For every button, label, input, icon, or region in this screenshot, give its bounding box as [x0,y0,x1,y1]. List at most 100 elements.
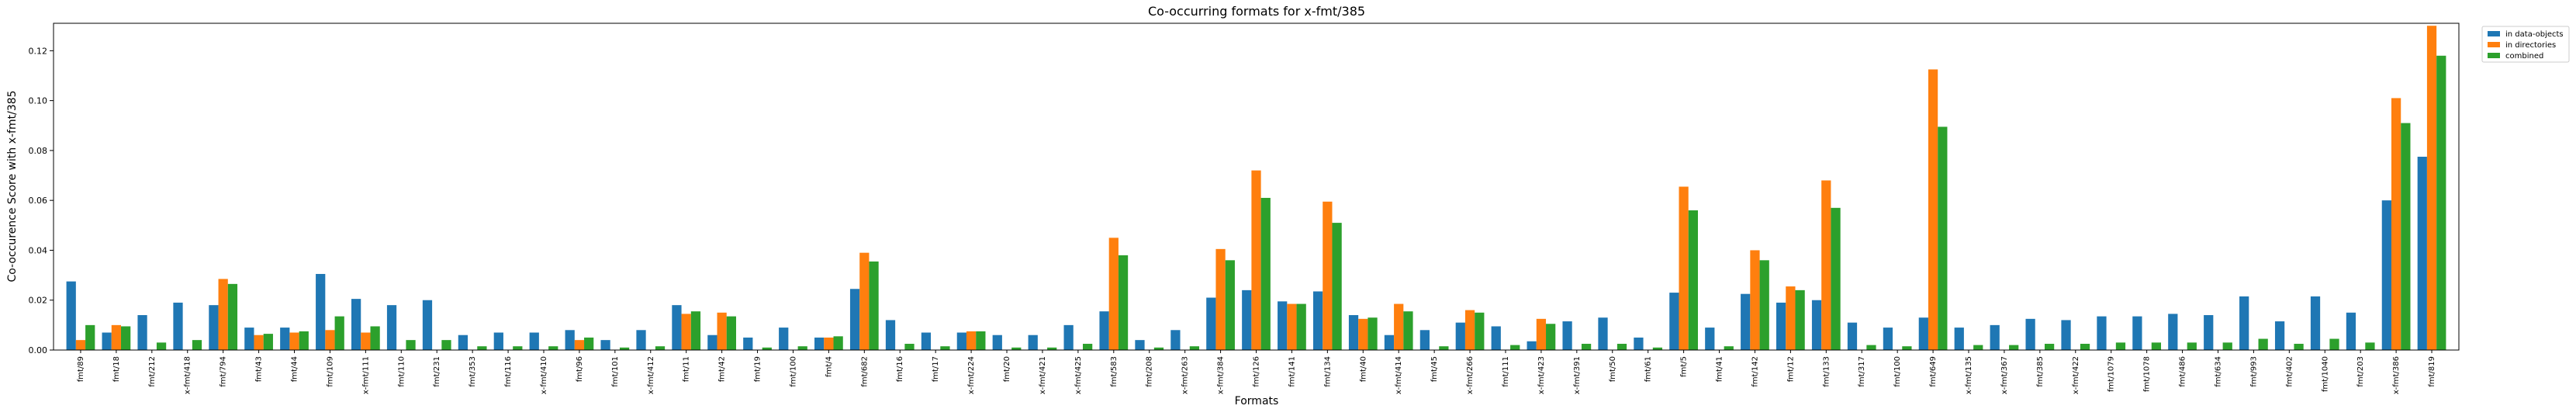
bar-fmt/819-in data-objects [2417,156,2427,350]
bar-fmt/5-in data-objects [1669,293,1679,350]
x-tick-label: fmt/101 [611,356,620,387]
legend-swatch [2488,53,2500,58]
x-tick-label: fmt/5 [1680,356,1689,377]
bar-x-fmt/391-combined [1581,343,1592,350]
x-tick-label: x-fmt/422 [2072,356,2080,394]
x-tick-label: fmt/142 [1751,356,1760,387]
bar-fmt/19-combined [762,347,772,350]
bar-fmt/819-in directories [2426,26,2437,351]
bar-fmt/649-in directories [1928,69,1938,350]
bar-fmt/682-combined [869,261,879,350]
y-tick-label: 0.12 [29,46,48,56]
x-tick-label: fmt/109 [326,356,334,387]
bar-fmt/208-combined [1153,347,1164,350]
x-tick-label: fmt/41 [1716,356,1724,382]
bar-fmt/18-combined [121,326,131,350]
bar-fmt/12-in directories [1786,286,1796,350]
bar-fmt/12-combined [1795,289,1805,350]
bar-x-fmt/414-combined [1403,311,1413,350]
bar-x-fmt/111-combined [370,326,380,350]
x-tick-label: fmt/141 [1288,356,1296,387]
y-axis: 0.00 0.02 0.04 0.06 0.08 0.10 0.12 [29,46,54,355]
x-tick-label: fmt/96 [576,356,584,382]
bar-fmt/649-in data-objects [1918,317,1928,350]
bar-fmt/583-combined [1118,255,1129,350]
x-tick-label: x-fmt/224 [967,356,976,394]
y-tick-label: 0.02 [29,296,48,306]
bar-x-fmt/384-combined [1225,260,1235,350]
bar-fmt/89-combined [85,324,95,350]
bar-fmt/100-in data-objects [1883,328,1893,350]
bar-fmt/61-combined [1652,347,1663,350]
bar-fmt/208-in data-objects [1135,340,1145,350]
bar-fmt/1079-in data-objects [2097,316,2107,350]
bar-fmt/819-combined [2436,55,2446,350]
x-tick-label: fmt/42 [718,356,727,382]
legend: in data-objects in directories combined [2481,26,2570,63]
x-tick-label: fmt/583 [1110,356,1119,387]
bar-fmt/96-in data-objects [565,330,575,350]
bar-fmt/231-combined [441,340,451,350]
bar-x-fmt/414-in directories [1394,303,1404,350]
bar-fmt/634-in data-objects [2204,315,2214,350]
x-tick-label: fmt/111 [1502,356,1510,387]
bar-fmt/794-in data-objects [209,305,219,350]
bar-fmt/1079-combined [2115,342,2126,350]
x-tick-label: x-fmt/425 [1074,356,1083,394]
x-tick-label: fmt/317 [1858,356,1866,387]
x-tick-label: x-fmt/386 [2392,356,2401,394]
x-tick-label: fmt/20 [1003,356,1011,382]
bar-fmt/5-in directories [1679,186,1689,350]
x-tick-label: fmt/12 [1786,356,1795,382]
bar-fmt/61-in data-objects [1634,337,1644,350]
bar-fmt/110-in data-objects [386,305,397,350]
bar-fmt/134-in data-objects [1312,291,1323,350]
x-tick-label: fmt/208 [1146,356,1154,387]
bar-x-fmt/425-combined [1083,343,1093,350]
bar-fmt/212-combined [156,342,167,350]
x-tick-label: x-fmt/423 [1537,356,1546,394]
bar-fmt/111-in data-objects [1491,326,1501,350]
x-tick-label: x-fmt/414 [1395,356,1403,394]
bar-fmt/231-in data-objects [422,300,433,350]
bar-fmt/993-combined [2258,338,2268,350]
bar-fmt/141-in data-objects [1278,301,1288,350]
x-tick-label: fmt/134 [1323,356,1332,387]
bar-fmt/1078-combined [2151,342,2162,350]
x-tick-label: fmt/40 [1359,356,1368,382]
bar-fmt/11-in data-objects [672,305,682,350]
bar-x-fmt/418-combined [192,340,202,350]
bar-fmt/42-in directories [717,312,727,350]
legend-swatch [2488,31,2500,36]
bar-fmt/317-combined [1866,345,1876,350]
y-tick-label: 0.08 [29,146,48,156]
bar-fmt/40-in directories [1358,318,1368,350]
bar-fmt/212-in data-objects [137,315,147,350]
bar-fmt/42-combined [726,316,736,350]
bar-fmt/142-in data-objects [1741,293,1751,350]
bar-fmt/317-in data-objects [1847,322,1858,350]
bar-x-fmt/111-in data-objects [351,299,361,350]
bar-fmt/649-combined [1938,127,1948,350]
bar-fmt/44-in directories [289,332,299,350]
bar-x-fmt/421-in data-objects [1028,335,1038,350]
legend-label: in data-objects [2505,30,2564,39]
bar-fmt/101-combined [619,347,630,350]
x-tick-label: x-fmt/263 [1181,356,1190,394]
x-tick-label: x-fmt/391 [1573,356,1582,394]
x-tick-label: fmt/18 [112,356,121,382]
bar-fmt/993-in data-objects [2239,296,2249,350]
bar-fmt/486-in data-objects [2168,314,2178,350]
x-tick-label: fmt/231 [433,356,441,387]
bar-x-fmt/386-combined [2401,123,2411,351]
x-tick-label: fmt/116 [504,356,513,387]
bar-fmt/203-in data-objects [2346,312,2356,350]
bar-fmt/45-combined [1439,346,1449,350]
y-tick-label: 0.06 [29,196,48,206]
x-tick-label: fmt/45 [1430,356,1439,382]
x-tick-label: fmt/1079 [2107,356,2116,392]
bar-fmt/96-in directories [574,340,585,350]
x-tick-label: x-fmt/418 [184,356,192,394]
y-tick-label: 0.00 [29,345,48,355]
